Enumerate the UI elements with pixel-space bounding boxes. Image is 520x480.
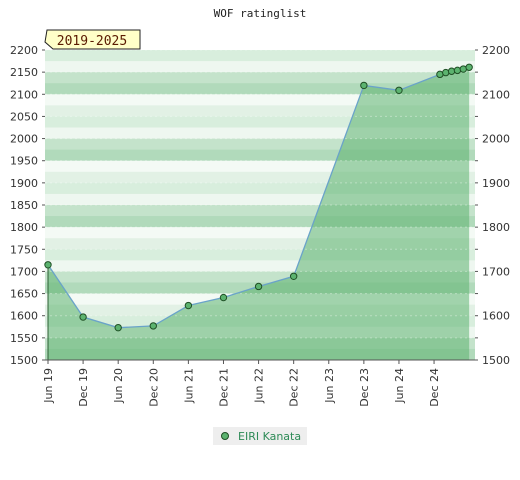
y-tick-label-left: 2100 (10, 88, 38, 101)
background-band (45, 61, 475, 73)
background-band (45, 72, 475, 84)
data-point (395, 86, 403, 95)
y-axis-right: 1500 1600 1700 1800 1900 2000 2100 2200 (475, 44, 510, 367)
x-tick-label: Jun 22 (253, 368, 266, 404)
y-tick-label-left: 2150 (10, 66, 38, 79)
background-band (45, 260, 475, 272)
y-tick-label-left: 1850 (10, 199, 38, 212)
y-tick-label-left: 2050 (10, 110, 38, 123)
x-tick-label: Dec 23 (358, 368, 371, 407)
data-point (465, 63, 473, 71)
series-area (48, 67, 470, 361)
series-points (44, 63, 473, 332)
background-band (45, 105, 475, 117)
x-tick-label: Jun 19 (42, 368, 55, 404)
legend-marker (221, 432, 229, 440)
background-band (45, 116, 475, 128)
data-point (114, 323, 122, 332)
data-point (44, 261, 52, 269)
data-point (149, 322, 157, 330)
background-band (45, 216, 475, 228)
y-tick-label-left: 2200 (10, 44, 38, 57)
background-band (45, 94, 475, 106)
y-tick-label-right: 1600 (482, 310, 510, 323)
legend-label: EIRI Kanata (238, 430, 301, 443)
x-tick-label: Dec 20 (147, 368, 160, 407)
data-point (447, 67, 456, 75)
background-band (45, 149, 475, 162)
background-band (45, 238, 475, 250)
y-tick-label-right: 1500 (482, 354, 510, 367)
y-tick-label-left: 1550 (10, 332, 38, 345)
x-tick-label: Jun 20 (112, 368, 125, 404)
background-band (45, 50, 475, 62)
y-tick-label-left: 1600 (10, 310, 38, 323)
background-band (45, 160, 475, 173)
x-tick-label: Jun 24 (393, 368, 406, 404)
background-band (45, 271, 475, 283)
y-tick-label-left: 2000 (10, 133, 38, 146)
x-tick-label: Jun 23 (323, 368, 336, 404)
y-tick-label-left: 1650 (10, 288, 38, 301)
y-tick-label-left: 1750 (10, 243, 38, 256)
y-tick-label-left: 1800 (10, 221, 38, 234)
background-band (45, 182, 475, 195)
data-point (184, 301, 193, 310)
data-point (289, 272, 298, 280)
period-badge: 2019-2025 (44, 29, 141, 50)
y-tick-label-left: 1900 (10, 177, 38, 190)
x-tick-label: Dec 21 (217, 368, 230, 407)
background-band (45, 227, 475, 239)
data-point (453, 66, 462, 75)
background-band (45, 138, 475, 151)
x-tick-label: Dec 19 (77, 368, 90, 407)
x-tick-label: Jun 21 (182, 368, 195, 404)
y-tick-label-right: 2200 (482, 44, 510, 57)
y-tick-label-right: 2100 (482, 88, 510, 101)
data-point (360, 81, 368, 90)
y-tick-label-left: 1500 (10, 354, 38, 367)
y-tick-label-left: 1950 (10, 155, 38, 168)
y-axis-left: 1500 1550 1600 1650 1700 1750 1800 1850 1900 1950… (10, 44, 45, 367)
background-band (45, 193, 475, 206)
y-tick-label-right: 1700 (482, 265, 510, 278)
x-tick-label: Dec 22 (288, 368, 301, 407)
series-area-layer (48, 67, 470, 361)
background-band (45, 83, 475, 95)
chart-title: WOF ratinglist (214, 7, 307, 20)
y-tick-label-right: 1800 (482, 221, 510, 234)
y-tick-label-right: 2000 (482, 133, 510, 146)
x-axis: Jun 19 Dec 19 Jun 20 Dec 20 Jun 21 Dec 21 Jun … (42, 359, 475, 407)
data-point (254, 282, 263, 291)
background-band (45, 205, 475, 217)
data-point (442, 68, 450, 77)
data-point (79, 313, 87, 321)
data-point (219, 293, 228, 302)
y-tick-label-left: 1700 (10, 265, 38, 278)
background-band (45, 249, 475, 261)
background-band (45, 171, 475, 184)
y-tick-label-right: 1900 (482, 177, 510, 190)
legend: EIRI Kanata (213, 427, 307, 445)
x-tick-label: Dec 24 (428, 368, 441, 407)
background-band (45, 127, 475, 140)
period-badge-text: 2019-2025 (57, 34, 127, 49)
